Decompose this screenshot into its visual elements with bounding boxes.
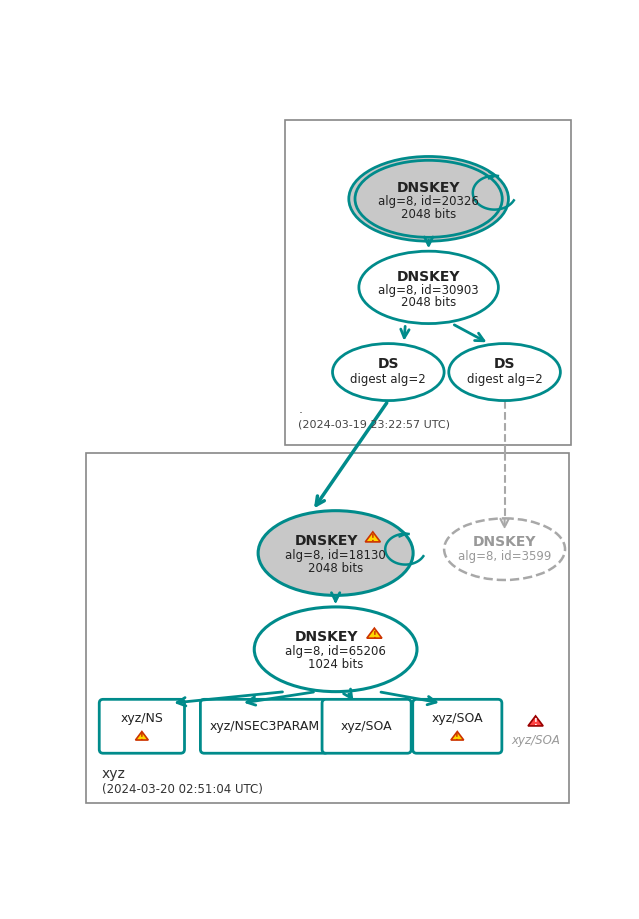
Text: xyz/SOA: xyz/SOA xyxy=(431,712,483,725)
Polygon shape xyxy=(367,629,382,638)
Text: DNSKEY: DNSKEY xyxy=(295,534,358,548)
Ellipse shape xyxy=(349,156,509,241)
Text: !: ! xyxy=(456,733,459,742)
Ellipse shape xyxy=(332,344,444,401)
Ellipse shape xyxy=(449,344,560,401)
Text: alg=8, id=18130: alg=8, id=18130 xyxy=(285,549,386,562)
Text: DS: DS xyxy=(494,357,515,371)
Text: 1024 bits: 1024 bits xyxy=(308,658,364,671)
Text: xyz: xyz xyxy=(102,767,125,781)
Text: !: ! xyxy=(534,719,537,728)
Text: .: . xyxy=(298,403,302,415)
FancyBboxPatch shape xyxy=(322,699,411,754)
Text: DNSKEY: DNSKEY xyxy=(397,181,460,195)
Text: DNSKEY: DNSKEY xyxy=(473,535,536,550)
Text: DS: DS xyxy=(378,357,399,371)
FancyBboxPatch shape xyxy=(201,699,328,754)
Text: DNSKEY: DNSKEY xyxy=(397,269,460,284)
Text: digest alg=2: digest alg=2 xyxy=(350,373,426,386)
Polygon shape xyxy=(451,732,464,740)
Ellipse shape xyxy=(254,607,417,692)
Ellipse shape xyxy=(258,511,413,596)
Text: alg=8, id=30903: alg=8, id=30903 xyxy=(378,284,479,297)
Bar xyxy=(86,453,569,803)
Text: (2024-03-19 23:22:57 UTC): (2024-03-19 23:22:57 UTC) xyxy=(298,419,450,429)
FancyBboxPatch shape xyxy=(413,699,502,754)
Polygon shape xyxy=(528,716,543,726)
Text: 2048 bits: 2048 bits xyxy=(401,208,456,221)
Text: xyz/NS: xyz/NS xyxy=(120,712,164,725)
Bar xyxy=(285,119,571,445)
Text: 2048 bits: 2048 bits xyxy=(401,296,456,310)
Text: 2048 bits: 2048 bits xyxy=(308,562,363,575)
Text: (2024-03-20 02:51:04 UTC): (2024-03-20 02:51:04 UTC) xyxy=(102,783,263,796)
Text: !: ! xyxy=(373,630,376,640)
Text: xyz/NSEC3PARAM: xyz/NSEC3PARAM xyxy=(209,720,320,732)
Text: !: ! xyxy=(371,535,374,543)
Text: alg=8, id=20326: alg=8, id=20326 xyxy=(378,196,479,209)
Ellipse shape xyxy=(444,518,565,580)
Polygon shape xyxy=(135,732,148,740)
FancyBboxPatch shape xyxy=(99,699,185,754)
Text: alg=8, id=65206: alg=8, id=65206 xyxy=(285,645,386,658)
Ellipse shape xyxy=(359,251,498,323)
Text: xyz/SOA: xyz/SOA xyxy=(341,720,392,732)
Text: DNSKEY: DNSKEY xyxy=(295,630,358,644)
Text: alg=8, id=3599: alg=8, id=3599 xyxy=(458,550,551,563)
Text: digest alg=2: digest alg=2 xyxy=(466,373,543,386)
Text: xyz/SOA: xyz/SOA xyxy=(511,733,560,746)
Text: !: ! xyxy=(140,733,144,742)
Polygon shape xyxy=(366,532,380,542)
